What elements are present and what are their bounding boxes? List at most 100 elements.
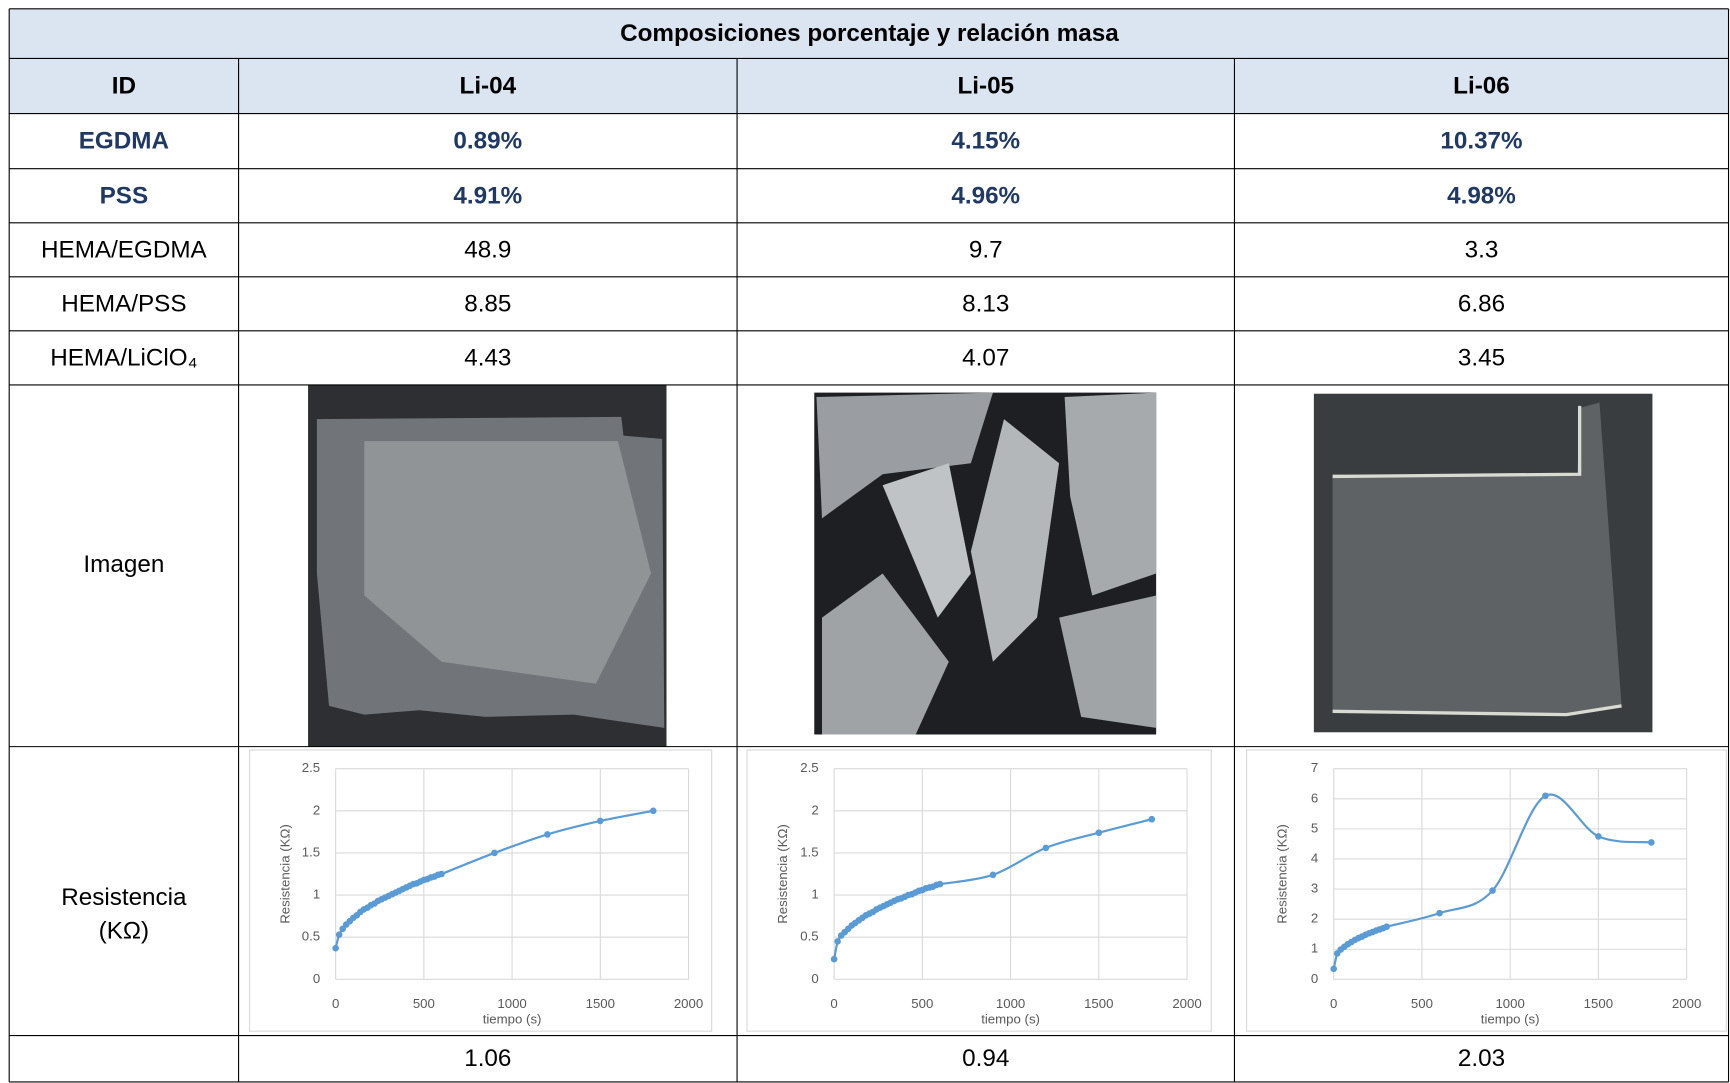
data-point — [544, 831, 551, 838]
data-point — [650, 808, 657, 815]
y-tick-label: 1.5 — [800, 844, 818, 859]
table-cell: 10.37% — [1440, 128, 1522, 155]
y-tick-label: 1 — [313, 887, 320, 902]
data-point — [834, 938, 841, 945]
data-point — [1043, 845, 1050, 852]
y-tick-label: 6 — [1311, 790, 1318, 805]
photo-li-05 — [814, 393, 1156, 735]
photo-li-04 — [308, 385, 666, 747]
y-tick-label: 7 — [1311, 760, 1318, 775]
row-label: Resistencia — [61, 884, 187, 911]
header-cell: ID — [112, 73, 136, 100]
x-axis-title: tiempo (s) — [981, 1012, 1040, 1027]
x-tick-label: 2000 — [674, 996, 703, 1011]
table-cell: 3.45 — [1458, 344, 1505, 371]
y-tick-label: 0.5 — [302, 929, 320, 944]
table-cell: HEMA/PSS — [61, 290, 186, 317]
table-cell: 8.13 — [962, 290, 1009, 317]
x-tick-label: 500 — [413, 996, 435, 1011]
table-cell: HEMA/LiClO₄ — [50, 344, 197, 371]
table-cell: 4.43 — [464, 344, 511, 371]
data-point — [1595, 833, 1602, 840]
x-tick-label: 2000 — [1672, 996, 1701, 1011]
data-point — [937, 881, 944, 888]
x-tick-label: 1000 — [497, 996, 526, 1011]
header-cell: Li-04 — [460, 73, 517, 100]
y-tick-label: 1 — [1311, 941, 1318, 956]
header-cell: Li-05 — [957, 73, 1014, 100]
table-cell: 2.03 — [1458, 1045, 1505, 1072]
data-point — [491, 850, 498, 857]
table-title: Composiciones porcentaje y relación masa — [620, 20, 1119, 47]
table-cell: EGDMA — [79, 128, 169, 155]
table-cell: 9.7 — [969, 236, 1003, 263]
x-tick-label: 1000 — [996, 996, 1025, 1011]
header-cell: Li-06 — [1453, 73, 1510, 100]
data-point — [1542, 792, 1549, 799]
table-cell: 4.91% — [453, 182, 522, 209]
x-axis-title: tiempo (s) — [1481, 1012, 1540, 1027]
data-point — [1648, 839, 1655, 846]
y-tick-label: 4 — [1311, 850, 1318, 865]
y-axis-title: Resistencia (KΩ) — [775, 824, 790, 924]
data-point — [1383, 923, 1390, 930]
chart: 0 1 2 3 4 5 6 7 0 500 1000 1500 2000 tiempo (s) Resist… — [1247, 750, 1727, 1031]
x-tick-label: 2000 — [1172, 996, 1201, 1011]
data-point — [1148, 816, 1155, 823]
chart: 0 0.5 1 1.5 2 2.5 0 500 1000 1500 2000 tiempo (s) Re… — [747, 750, 1211, 1031]
y-tick-label: 0 — [313, 971, 320, 986]
table-cell: 0.89% — [453, 128, 522, 155]
table-cell: 1.06 — [464, 1045, 511, 1072]
table-cell: 0.94 — [962, 1045, 1009, 1072]
data-point — [438, 871, 445, 878]
x-tick-label: 1000 — [1495, 996, 1524, 1011]
y-tick-label: 5 — [1311, 820, 1318, 835]
x-tick-label: 0 — [332, 996, 339, 1011]
y-tick-label: 2 — [1311, 911, 1318, 926]
data-point — [1095, 829, 1102, 836]
table-cell: 4.96% — [951, 182, 1020, 209]
y-tick-label: 0 — [811, 971, 818, 986]
y-axis-title: Resistencia (KΩ) — [1274, 824, 1289, 924]
y-tick-label: 0 — [1311, 971, 1318, 986]
y-tick-label: 2 — [811, 802, 818, 817]
table-cell: 4.15% — [951, 128, 1020, 155]
row-label: Imagen — [83, 551, 164, 578]
x-tick-label: 0 — [1330, 996, 1337, 1011]
y-tick-label: 2.5 — [800, 760, 818, 775]
row-label: (KΩ) — [99, 917, 149, 944]
table-cell: 3.3 — [1465, 236, 1499, 263]
table-cell: 4.98% — [1447, 182, 1516, 209]
y-tick-label: 1.5 — [302, 844, 320, 859]
data-point — [1489, 887, 1496, 894]
data-point — [831, 956, 838, 963]
data-point — [336, 931, 343, 938]
table-cell: PSS — [100, 182, 149, 209]
chart: 0 0.5 1 1.5 2 2.5 0 500 1000 1500 2000 tiempo (s) Re… — [250, 750, 712, 1031]
x-tick-label: 0 — [830, 996, 837, 1011]
x-tick-label: 1500 — [1084, 996, 1113, 1011]
data-point — [990, 872, 997, 879]
x-tick-label: 500 — [911, 996, 933, 1011]
data-point — [332, 945, 339, 952]
photo-li-06 — [1314, 394, 1653, 733]
y-tick-label: 0.5 — [800, 929, 818, 944]
x-tick-label: 500 — [1411, 996, 1433, 1011]
x-tick-label: 1500 — [1584, 996, 1613, 1011]
y-tick-label: 1 — [811, 887, 818, 902]
table-cell: 48.9 — [464, 236, 511, 263]
table-cell: 8.85 — [464, 290, 511, 317]
data-point — [1436, 910, 1443, 917]
table-cell: 4.07 — [962, 344, 1009, 371]
table-cell: HEMA/EGDMA — [41, 236, 208, 263]
data-point — [597, 818, 604, 825]
table-cell: 6.86 — [1458, 290, 1505, 317]
y-tick-label: 3 — [1311, 881, 1318, 896]
y-axis-title: Resistencia (KΩ) — [278, 824, 293, 924]
table-page: Composiciones porcentaje y relación masa… — [0, 0, 1730, 1083]
y-tick-label: 2 — [313, 802, 320, 817]
x-tick-label: 1500 — [586, 996, 615, 1011]
x-axis-title: tiempo (s) — [483, 1012, 542, 1027]
y-tick-label: 2.5 — [302, 760, 320, 775]
data-point — [1330, 965, 1337, 972]
